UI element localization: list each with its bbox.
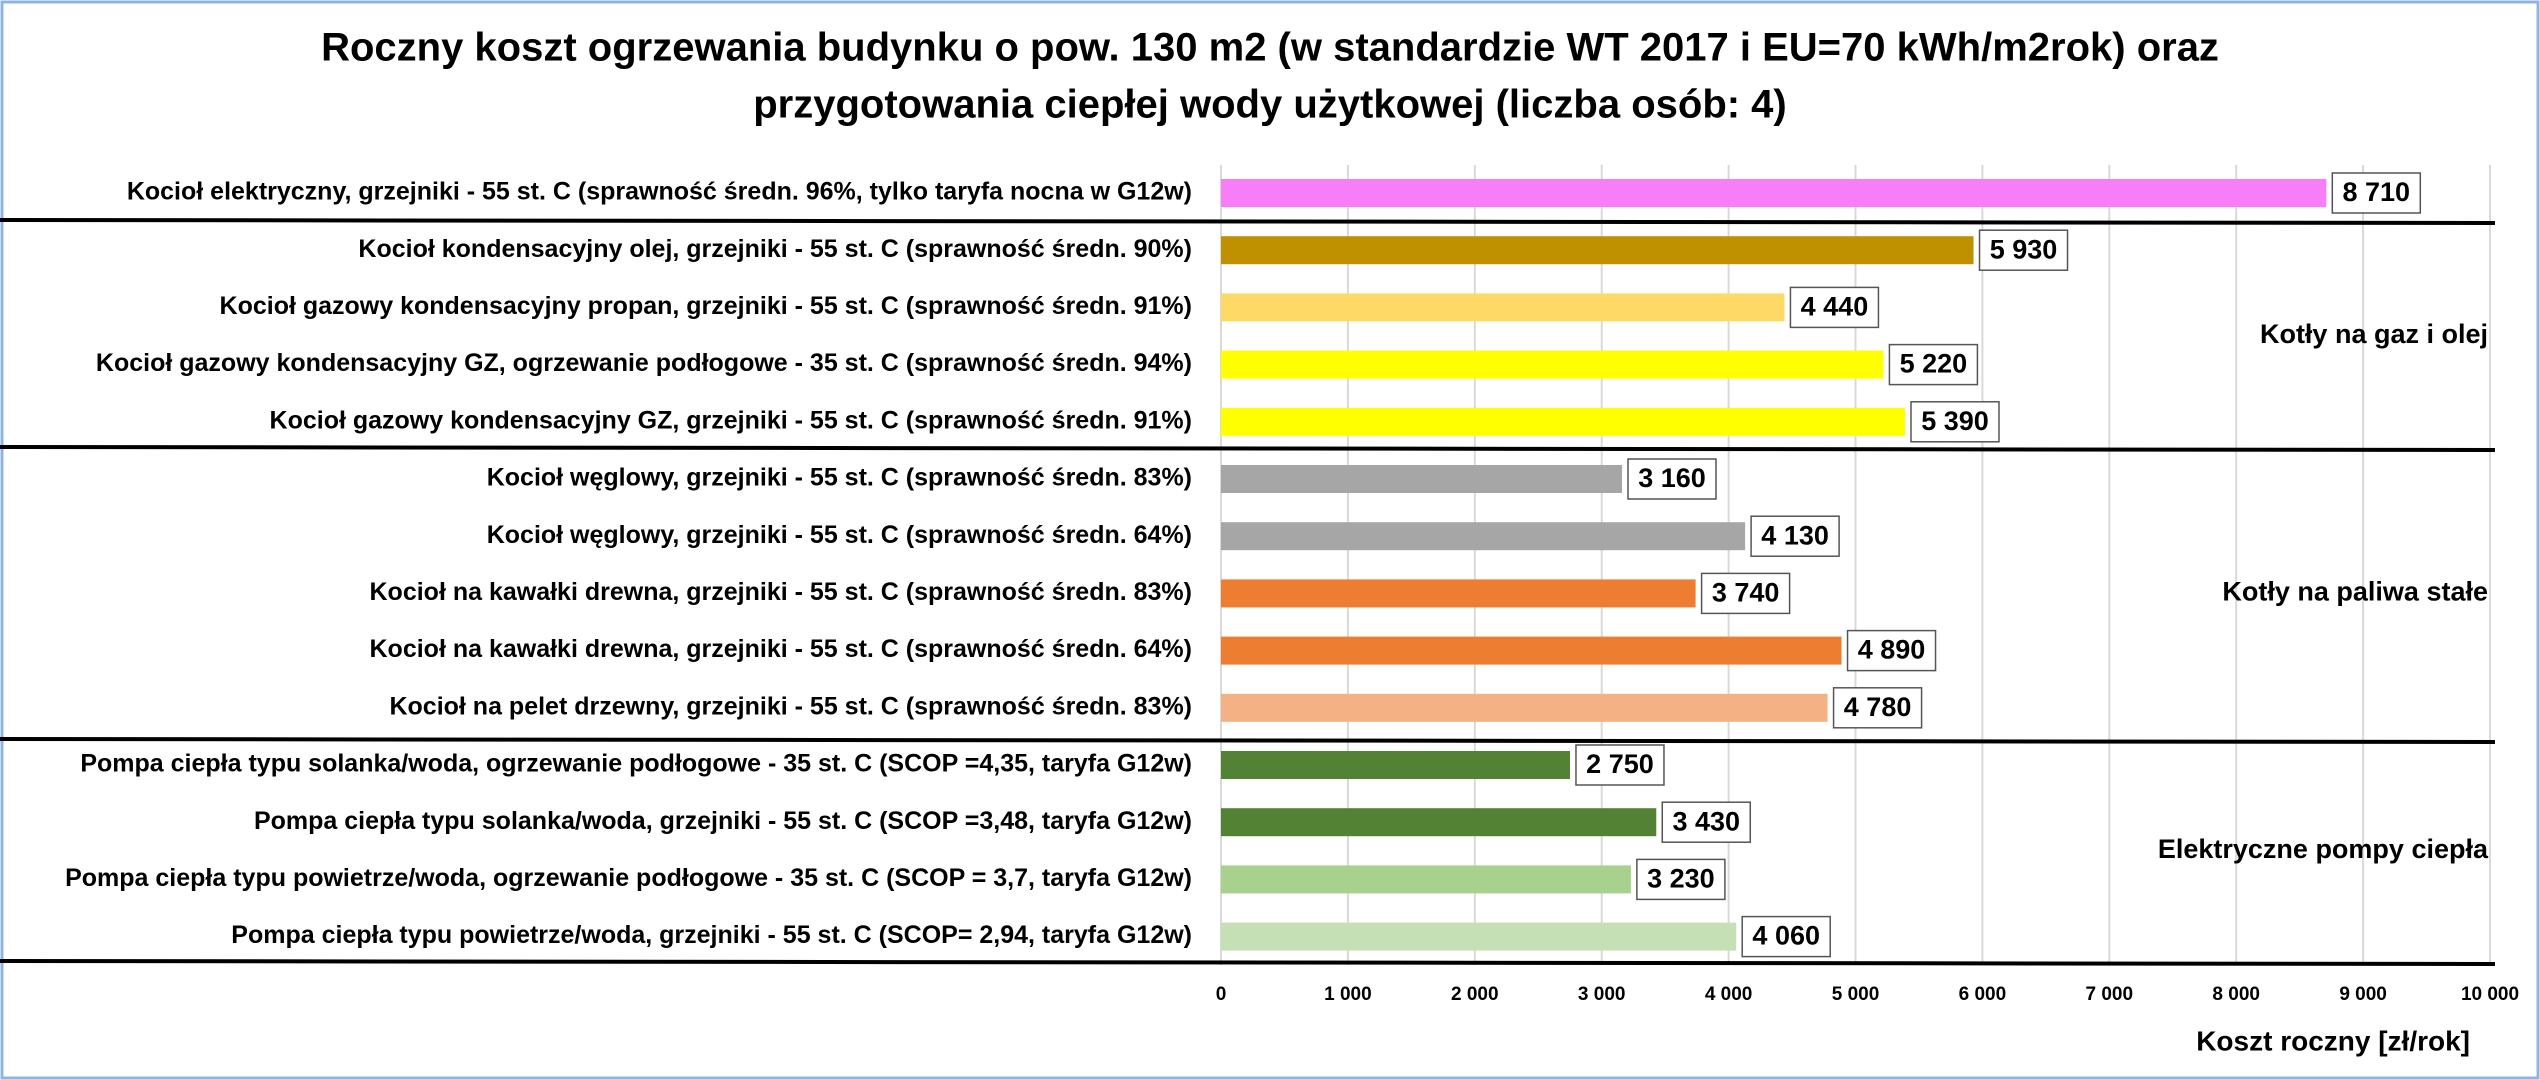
value-label: 4 780 — [1844, 692, 1912, 722]
value-label: 4 440 — [1801, 292, 1869, 322]
bar — [1221, 179, 2327, 207]
y-tick-label: Kocioł gazowy kondensacyjny propan, grze… — [220, 292, 1192, 320]
y-tick-label: Kocioł węglowy, grzejniki - 55 st. C (sp… — [487, 464, 1192, 492]
y-tick-label: Kocioł elektryczny, grzejniki - 55 st. C… — [127, 178, 1192, 206]
x-tick-label: 3 000 — [1578, 984, 1626, 1005]
value-label: 3 160 — [1638, 463, 1706, 493]
value-label: 5 930 — [1990, 234, 2058, 264]
y-tick-label: Kocioł na kawałki drewna, grzejniki - 55… — [370, 578, 1193, 606]
value-label-box — [1978, 229, 2069, 271]
value-label: 5 390 — [1921, 406, 1989, 436]
chart-title: Roczny koszt ogrzewania budynku o pow. 1… — [321, 26, 2219, 70]
value-label: 3 430 — [1672, 806, 1740, 836]
value-label-box — [1888, 343, 1979, 386]
x-tick-label: 7 000 — [2086, 984, 2134, 1005]
x-tick-label: 6 000 — [1959, 984, 2007, 1005]
x-tick-label: 10 000 — [2461, 984, 2519, 1005]
separator — [0, 737, 2496, 744]
value-label-box — [1627, 458, 1717, 500]
bar — [1221, 865, 1631, 894]
value-label-box — [2331, 172, 2422, 214]
value-label-box — [1846, 629, 1937, 672]
y-tick-label: Kocioł kondensacyjny olej, grzejniki - 5… — [358, 235, 1192, 263]
y-tick-label: Pompa ciepła typu powietrze/woda, grzejn… — [231, 921, 1192, 949]
y-tick-label: Pompa ciepła typu solanka/woda, ogrzewan… — [80, 750, 1192, 778]
bar — [1221, 407, 1905, 436]
bar — [1221, 350, 1884, 379]
value-label-box — [1575, 744, 1665, 786]
value-label: 2 750 — [1586, 749, 1654, 779]
value-label: 3 230 — [1647, 864, 1715, 894]
bar — [1221, 465, 1623, 493]
x-tick-label: 0 — [1216, 984, 1227, 1005]
x-tick-label: 2 000 — [1451, 984, 1499, 1005]
x-tick-label: 5 000 — [1832, 984, 1880, 1005]
value-label-box — [1910, 401, 2000, 443]
chart-title: przygotowania ciepłej wody użytkowej (li… — [753, 83, 1787, 127]
bar — [1221, 751, 1570, 779]
value-label: 5 220 — [1900, 349, 1968, 379]
x-tick-label: 8 000 — [2212, 984, 2260, 1005]
value-label-box — [1832, 687, 1923, 729]
value-label: 4 130 — [1761, 520, 1829, 550]
x-axis-title: Koszt roczny [zł/rok] — [2196, 1025, 2470, 1056]
bar — [1221, 808, 1657, 837]
value-label: 3 740 — [1712, 578, 1780, 608]
separator — [0, 445, 2496, 452]
value-label: 4 060 — [1752, 921, 1820, 951]
separator — [0, 959, 2496, 966]
y-tick-label: Pompa ciepła typu solanka/woda, grzejnik… — [254, 807, 1192, 835]
value-label: 4 890 — [1858, 635, 1926, 665]
y-tick-label: Kocioł gazowy kondensacyjny GZ, grzejnik… — [270, 406, 1192, 434]
value-label-box — [1661, 801, 1752, 843]
value-label-box — [1789, 286, 1880, 329]
x-tick-label: 1 000 — [1324, 984, 1372, 1005]
separator — [0, 218, 2496, 225]
group-label: Elektryczne pompy ciepła — [2158, 834, 2489, 864]
group-label: Kotły na gaz i olej — [2260, 319, 2488, 349]
value-label-box — [1700, 572, 1791, 615]
bar — [1221, 522, 1746, 551]
value-label-box — [1750, 515, 1840, 557]
bar — [1221, 693, 1828, 722]
value-label: 8 710 — [2343, 177, 2411, 207]
x-tick-label: 4 000 — [1705, 984, 1753, 1005]
value-label-box — [1741, 915, 1831, 958]
bar — [1221, 293, 1785, 322]
x-tick-label: 9 000 — [2339, 984, 2387, 1005]
y-tick-label: Kocioł na pelet drzewny, grzejniki - 55 … — [389, 692, 1192, 720]
bar — [1221, 636, 1842, 665]
bar — [1221, 236, 1974, 265]
y-tick-label: Kocioł gazowy kondensacyjny GZ, ogrzewan… — [96, 349, 1192, 377]
bar — [1221, 579, 1696, 608]
y-tick-label: Kocioł węglowy, grzejniki - 55 st. C (sp… — [487, 521, 1192, 549]
bar — [1221, 922, 1737, 951]
y-tick-label: Kocioł na kawałki drewna, grzejniki - 55… — [370, 635, 1193, 663]
group-label: Kotły na paliwa stałe — [2222, 577, 2488, 607]
y-tick-label: Pompa ciepła typu powietrze/woda, ogrzew… — [65, 864, 1192, 892]
value-label-box — [1636, 858, 1726, 901]
